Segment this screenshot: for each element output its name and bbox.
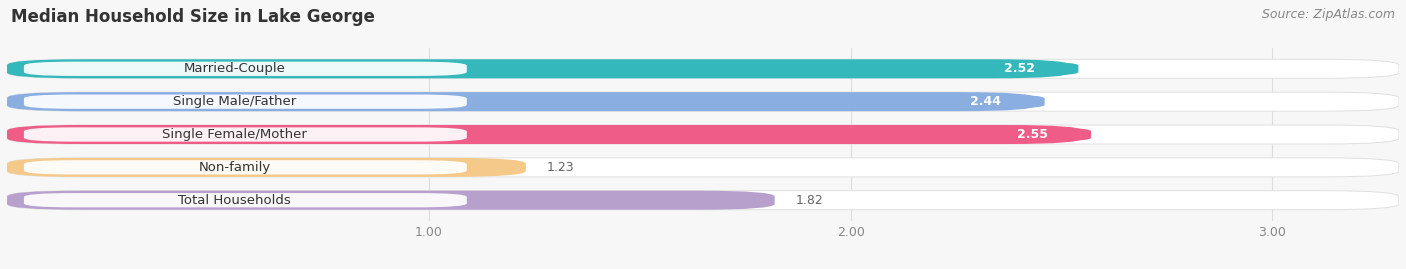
FancyBboxPatch shape [7, 92, 1036, 111]
FancyBboxPatch shape [973, 128, 1091, 141]
Text: Single Male/Father: Single Male/Father [173, 95, 297, 108]
FancyBboxPatch shape [7, 191, 1399, 210]
FancyBboxPatch shape [7, 125, 1399, 144]
Text: 2.44: 2.44 [970, 95, 1001, 108]
FancyBboxPatch shape [24, 127, 467, 142]
Text: 2.52: 2.52 [1004, 62, 1035, 75]
FancyBboxPatch shape [24, 62, 467, 76]
FancyBboxPatch shape [24, 160, 467, 175]
FancyBboxPatch shape [7, 92, 1399, 111]
FancyBboxPatch shape [7, 125, 1083, 144]
FancyBboxPatch shape [7, 158, 1399, 177]
FancyBboxPatch shape [927, 95, 1045, 108]
FancyBboxPatch shape [7, 191, 775, 210]
Text: Total Households: Total Households [179, 194, 291, 207]
Text: Single Female/Mother: Single Female/Mother [162, 128, 308, 141]
Text: Median Household Size in Lake George: Median Household Size in Lake George [11, 8, 375, 26]
FancyBboxPatch shape [7, 158, 526, 177]
FancyBboxPatch shape [7, 59, 1070, 78]
FancyBboxPatch shape [24, 94, 467, 109]
Text: 2.55: 2.55 [1017, 128, 1047, 141]
Text: 1.23: 1.23 [547, 161, 575, 174]
FancyBboxPatch shape [7, 59, 1399, 78]
Text: 1.82: 1.82 [796, 194, 824, 207]
FancyBboxPatch shape [960, 62, 1078, 76]
Text: Non-family: Non-family [198, 161, 271, 174]
Text: Married-Couple: Married-Couple [184, 62, 285, 75]
FancyBboxPatch shape [24, 193, 467, 207]
Text: Source: ZipAtlas.com: Source: ZipAtlas.com [1261, 8, 1395, 21]
